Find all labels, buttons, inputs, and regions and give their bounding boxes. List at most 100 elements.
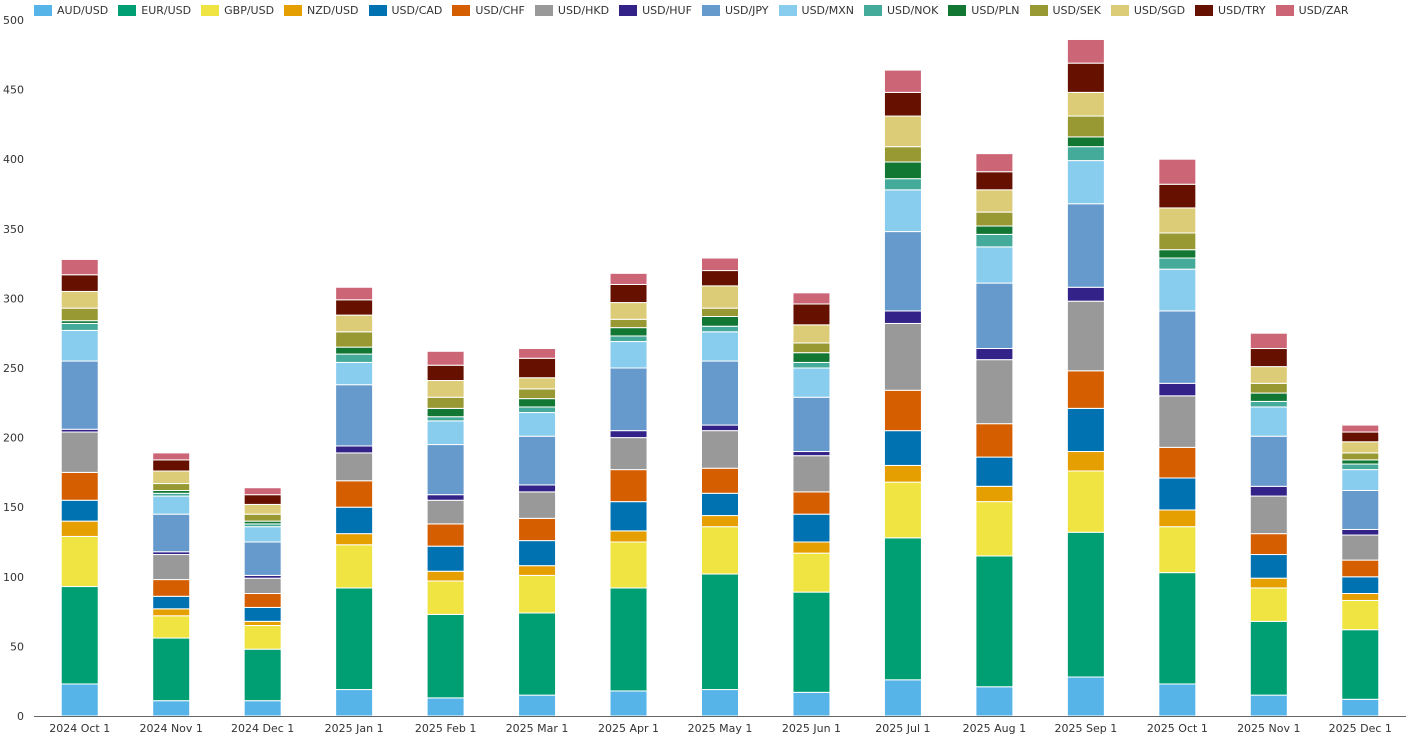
bar-segment[interactable] [883, 322, 922, 391]
bar-segment[interactable] [60, 535, 99, 588]
bar-segment[interactable] [1158, 526, 1197, 574]
bar-segment[interactable] [975, 282, 1014, 350]
legend-item[interactable]: USD/CHF [452, 4, 525, 17]
bar-segment[interactable] [243, 503, 282, 515]
bar-stack[interactable] [701, 257, 739, 717]
bar-segment[interactable] [335, 314, 374, 333]
bar-segment[interactable] [335, 353, 374, 363]
bar-segment[interactable] [1341, 459, 1380, 465]
bar-segment[interactable] [152, 608, 191, 617]
bar-segment[interactable] [792, 491, 831, 515]
bar-segment[interactable] [243, 494, 282, 505]
bar-segment[interactable] [60, 322, 99, 331]
bar-segment[interactable] [518, 348, 557, 359]
bar-segment[interactable] [1249, 332, 1288, 350]
bar-stack[interactable] [1158, 158, 1197, 717]
bar-segment[interactable] [1158, 477, 1197, 511]
bar-segment[interactable] [1341, 452, 1380, 461]
bar-segment[interactable] [883, 115, 922, 148]
bar-segment[interactable] [426, 420, 465, 446]
legend-item[interactable]: USD/MXN [778, 4, 854, 17]
bar-segment[interactable] [426, 523, 465, 547]
bar-segment[interactable] [883, 537, 922, 681]
bar-segment[interactable] [975, 348, 1014, 361]
bar-segment[interactable] [243, 606, 282, 622]
bar-segment[interactable] [609, 690, 648, 717]
bar-stack[interactable] [335, 286, 374, 717]
bar-segment[interactable] [1249, 435, 1288, 487]
bar-segment[interactable] [609, 530, 648, 543]
bar-segment[interactable] [335, 506, 374, 535]
bar-segment[interactable] [1341, 576, 1380, 595]
bar-segment[interactable] [335, 587, 374, 691]
bar-stack[interactable] [60, 258, 99, 717]
bar-segment[interactable] [1066, 407, 1105, 453]
bar-segment[interactable] [1249, 587, 1288, 622]
bar-segment[interactable] [701, 315, 739, 327]
bar-segment[interactable] [792, 552, 831, 593]
legend-item[interactable]: USD/CAD [368, 4, 442, 17]
bar-segment[interactable] [426, 613, 465, 699]
bar-segment[interactable] [518, 694, 557, 717]
bar-segment[interactable] [792, 292, 831, 305]
bar-segment[interactable] [518, 398, 557, 408]
bar-segment[interactable] [792, 361, 831, 369]
bar-segment[interactable] [1066, 115, 1105, 138]
bar-segment[interactable] [975, 359, 1014, 425]
bar-stack[interactable] [975, 153, 1014, 717]
bar-segment[interactable] [426, 416, 465, 422]
bar-segment[interactable] [1066, 203, 1105, 288]
bar-segment[interactable] [883, 91, 922, 117]
bar-segment[interactable] [1158, 310, 1197, 384]
bar-segment[interactable] [243, 526, 282, 543]
bar-segment[interactable] [1341, 534, 1380, 561]
bar-segment[interactable] [1341, 469, 1380, 491]
legend-item[interactable]: NZD/USD [284, 4, 359, 17]
bar-segment[interactable] [243, 700, 282, 717]
bar-segment[interactable] [518, 565, 557, 576]
bar-segment[interactable] [60, 683, 99, 717]
bar-segment[interactable] [243, 593, 282, 608]
bar-stack[interactable] [1249, 332, 1288, 717]
legend-item[interactable]: USD/NOK [863, 4, 938, 17]
bar-segment[interactable] [152, 495, 191, 515]
bar-segment[interactable] [1249, 400, 1288, 408]
bar-segment[interactable] [152, 595, 191, 610]
bar-segment[interactable] [518, 388, 557, 400]
legend-item[interactable]: USD/JPY [701, 4, 769, 17]
bar-segment[interactable] [1066, 531, 1105, 678]
bar-segment[interactable] [335, 533, 374, 546]
bar-segment[interactable] [701, 424, 739, 432]
bar-segment[interactable] [1249, 533, 1288, 556]
bar-segment[interactable] [60, 520, 99, 537]
bar-segment[interactable] [243, 513, 282, 522]
bar-segment[interactable] [243, 625, 282, 650]
bar-segment[interactable] [792, 324, 831, 344]
bar-segment[interactable] [975, 501, 1014, 557]
bar-segment[interactable] [426, 396, 465, 409]
bar-segment[interactable] [883, 146, 922, 163]
bar-segment[interactable] [701, 360, 739, 426]
legend-item[interactable]: AUD/USD [34, 4, 108, 17]
bar-segment[interactable] [883, 178, 922, 191]
bar-segment[interactable] [701, 285, 739, 309]
bar-segment[interactable] [883, 679, 922, 717]
bar-segment[interactable] [1249, 366, 1288, 384]
bar-segment[interactable] [883, 69, 922, 93]
bar-segment[interactable] [701, 307, 739, 317]
bar-segment[interactable] [701, 257, 739, 272]
bar-segment[interactable] [1158, 207, 1197, 234]
bar-segment[interactable] [335, 384, 374, 447]
bar-segment[interactable] [701, 689, 739, 717]
bar-segment[interactable] [426, 545, 465, 572]
bar-segment[interactable] [975, 225, 1014, 235]
bar-segment[interactable] [792, 342, 831, 354]
bar-segment[interactable] [1158, 509, 1197, 528]
bar-segment[interactable] [1341, 431, 1380, 443]
bar-segment[interactable] [701, 573, 739, 691]
bar-segment[interactable] [335, 346, 374, 355]
bar-segment[interactable] [60, 274, 99, 292]
bar-segment[interactable] [1341, 593, 1380, 601]
bar-segment[interactable] [609, 430, 648, 439]
bar-segment[interactable] [609, 318, 648, 329]
